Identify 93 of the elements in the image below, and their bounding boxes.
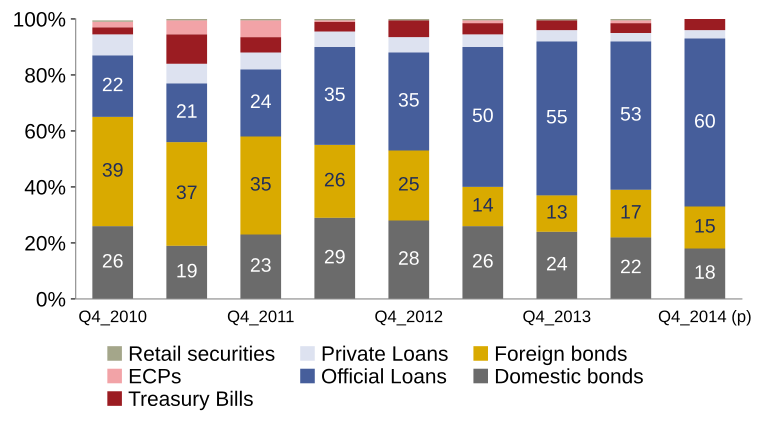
bar <box>610 23 652 33</box>
bar <box>610 32 652 42</box>
bar <box>462 23 504 34</box>
bar <box>388 37 430 53</box>
bar <box>610 237 652 299</box>
bar <box>536 20 578 30</box>
data-label: 24 <box>546 256 568 270</box>
bar <box>166 142 208 246</box>
data-label: 35 <box>250 176 271 191</box>
data-label: 21 <box>176 104 197 118</box>
data-label: 18 <box>696 265 715 279</box>
data-label: 35 <box>324 87 345 102</box>
data-label: 26 <box>472 254 493 268</box>
data-label: 60 <box>695 114 715 128</box>
data-label: 55 <box>546 110 567 124</box>
bar <box>462 46 504 187</box>
data-label: 50 <box>472 108 493 122</box>
data-label: 13 <box>547 204 567 219</box>
y-tick-label: 60% <box>25 124 66 139</box>
bar <box>314 22 356 32</box>
data-label: 37 <box>176 185 197 200</box>
bar <box>684 248 726 299</box>
bar <box>462 186 504 226</box>
x-tick-label: Q4_2012 <box>375 310 442 326</box>
bar <box>536 232 578 299</box>
data-label: 39 <box>102 162 123 177</box>
data-label: 25 <box>398 176 419 191</box>
data-label: 22 <box>621 260 641 274</box>
bar <box>314 32 356 47</box>
data-label: 53 <box>620 106 641 121</box>
bar <box>166 34 208 64</box>
x-tick-label: Q4_2013 <box>523 310 590 326</box>
bar <box>314 46 356 145</box>
bar <box>92 34 134 56</box>
data-label: 22 <box>102 78 123 92</box>
bar <box>684 206 726 249</box>
legend-label: ECPs <box>130 368 181 384</box>
bar <box>166 20 208 34</box>
y-tick-label: 0% <box>36 292 66 307</box>
x-tick-label: Q4_2010 <box>79 310 146 326</box>
bar <box>388 220 430 299</box>
data-label: 28 <box>398 251 419 265</box>
data-label: 24 <box>250 94 271 108</box>
bar <box>536 195 578 232</box>
data-label: 29 <box>324 250 345 264</box>
bar <box>166 246 208 299</box>
bar <box>536 41 578 196</box>
bar <box>388 20 430 38</box>
x-tick-label: Q4_2014 (p) <box>658 310 751 326</box>
bar <box>92 226 134 299</box>
bar <box>92 116 134 226</box>
bar <box>92 27 134 34</box>
y-tick-label: 80% <box>25 68 66 83</box>
data-label: 19 <box>177 264 197 278</box>
legend-label: Domestic bonds <box>496 368 643 384</box>
bar <box>610 41 652 190</box>
bar <box>240 52 282 70</box>
bar <box>684 18 726 30</box>
bar <box>240 234 282 299</box>
bar <box>684 30 726 39</box>
bar <box>166 83 208 142</box>
y-tick-label: 40% <box>24 180 66 195</box>
bar <box>684 38 726 207</box>
bar <box>462 226 504 299</box>
bar <box>610 190 652 238</box>
bar <box>240 69 282 137</box>
bar <box>388 52 430 151</box>
bar <box>462 34 504 47</box>
data-label: 35 <box>398 92 419 107</box>
legend-label: Official Loans <box>322 368 446 384</box>
data-label: 14 <box>473 198 494 212</box>
bar <box>166 64 208 84</box>
bar <box>314 218 356 299</box>
legend-label: Private Loans <box>322 346 448 361</box>
bar <box>240 136 282 235</box>
legend-label: Treasury Bills <box>128 390 253 410</box>
data-label: 26 <box>324 172 345 187</box>
legend-label: Retail securities <box>130 346 274 361</box>
data-label: 23 <box>250 258 271 272</box>
data-label: 17 <box>622 205 641 219</box>
y-tick-label: 20% <box>25 236 66 251</box>
y-tick-label: 100% <box>14 12 66 27</box>
bar <box>314 144 356 218</box>
bar <box>92 55 134 117</box>
legend-label: Foreign bonds <box>496 346 627 366</box>
bar <box>240 20 282 38</box>
bar <box>92 22 134 28</box>
bar <box>240 37 282 53</box>
data-label: 15 <box>696 219 715 233</box>
data-label: 26 <box>102 254 123 268</box>
x-tick-label: Q4_2011 <box>228 310 294 326</box>
bar <box>536 30 578 42</box>
bar <box>388 150 430 221</box>
